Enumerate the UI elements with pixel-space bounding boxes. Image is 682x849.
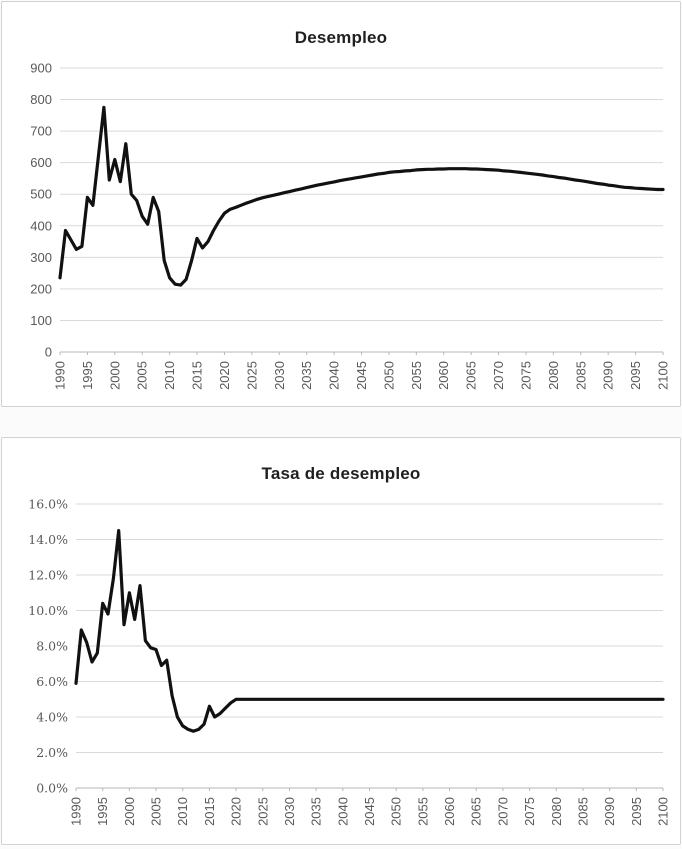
x-tick-label: 2045 xyxy=(354,361,369,390)
unemployment-level-panel: Desempleo 900 800 700 600 500 400 300 200 100 0 19… xyxy=(1,1,681,407)
y-tick-label: 500 xyxy=(30,187,52,202)
y-tick-label: 8.0% xyxy=(36,639,68,654)
y-tick-label: 200 xyxy=(30,281,52,296)
x-tick-label: 2005 xyxy=(149,797,164,826)
y-tick-label: 4.0% xyxy=(36,710,68,725)
x-tick-label: 2050 xyxy=(389,797,404,826)
x-tick-label: 1995 xyxy=(95,797,110,826)
x-tick-label: 2085 xyxy=(575,797,590,826)
x-tick-label: 2090 xyxy=(601,361,616,390)
x-tick-label: 2015 xyxy=(190,361,205,390)
x-tick-label: 2025 xyxy=(244,361,259,390)
x-tick-label: 2085 xyxy=(573,361,588,390)
x-tick-label: 2100 xyxy=(656,361,671,390)
x-tick-label: 2015 xyxy=(202,797,217,826)
y-tick-label: 0 xyxy=(45,345,52,360)
x-tick-label: 2100 xyxy=(656,797,671,826)
unemployment-rate-panel: Tasa de desempleo 16.0% 14.0% 12.0% 10.0% 8.… xyxy=(1,437,681,845)
line-series xyxy=(58,105,665,287)
x-tick-label: 2075 xyxy=(518,361,533,390)
x-tick-label: 2010 xyxy=(175,797,190,826)
x-tick-label: 2045 xyxy=(362,797,377,826)
y-tick-label: 900 xyxy=(30,61,52,76)
x-tick-label: 2020 xyxy=(229,797,244,826)
x-tick-label: 2040 xyxy=(335,797,350,826)
x-tick-label: 2080 xyxy=(546,361,561,390)
chart-title-tasa-desempleo: Tasa de desempleo xyxy=(261,464,421,483)
x-tick-label: 2055 xyxy=(409,361,424,390)
x-tick-label: 2020 xyxy=(217,361,232,390)
x-tick-label: 2050 xyxy=(381,361,396,390)
y-tick-label: 16.0% xyxy=(28,497,68,512)
x-tick-label: 1990 xyxy=(69,797,84,826)
y-tick-label: 300 xyxy=(30,250,52,265)
y-tick-label: 6.0% xyxy=(36,674,68,689)
x-tick-label: 2035 xyxy=(309,797,324,826)
x-tick-label: 2010 xyxy=(162,361,177,390)
chart-title-desempleo: Desempleo xyxy=(294,28,388,47)
x-tick-label: 2075 xyxy=(522,797,537,826)
y-tick-label: 14.0% xyxy=(28,532,68,547)
y-tick-label: 400 xyxy=(30,218,52,233)
x-tick-label: 2000 xyxy=(122,797,137,826)
x-tick-label: 2005 xyxy=(135,361,150,390)
y-tick-label: 800 xyxy=(30,92,52,107)
x-tick-label: 2070 xyxy=(491,361,506,390)
y-tick-label: 600 xyxy=(30,155,52,170)
x-tick-label: 2090 xyxy=(602,797,617,826)
y-tick-label: 700 xyxy=(30,124,52,139)
x-tick-label: 2080 xyxy=(549,797,564,826)
x-tick-label: 1995 xyxy=(80,361,95,390)
y-tick-label: 2.0% xyxy=(36,745,68,760)
x-tick-label: 2000 xyxy=(107,361,122,390)
tasa-desempleo-chart: 16.0% 14.0% 12.0% 10.0% 8.0% 6.0% 4.0% 2.0% 0.0%… xyxy=(28,497,671,826)
x-tick-label: 2030 xyxy=(282,797,297,826)
x-tick-label: 2065 xyxy=(464,361,479,390)
x-tick-label: 2030 xyxy=(272,361,287,390)
y-tick-label: 10.0% xyxy=(28,603,68,618)
x-tick-label: 1990 xyxy=(53,361,68,390)
x-tick-label: 2065 xyxy=(469,797,484,826)
x-tick-label: 2060 xyxy=(436,361,451,390)
x-tick-label: 2035 xyxy=(299,361,314,390)
y-tick-label: 12.0% xyxy=(28,568,68,583)
y-tick-label: 0.0% xyxy=(36,781,68,796)
x-tick-label: 2070 xyxy=(495,797,510,826)
x-tick-label: 2055 xyxy=(415,797,430,826)
x-tick-label: 2060 xyxy=(442,797,457,826)
y-tick-label: 100 xyxy=(30,313,52,328)
x-tick-label: 2095 xyxy=(629,797,644,826)
line-series xyxy=(74,528,665,733)
x-tick-label: 2025 xyxy=(255,797,270,826)
x-tick-label: 2095 xyxy=(628,361,643,390)
x-tick-label: 2040 xyxy=(327,361,342,390)
